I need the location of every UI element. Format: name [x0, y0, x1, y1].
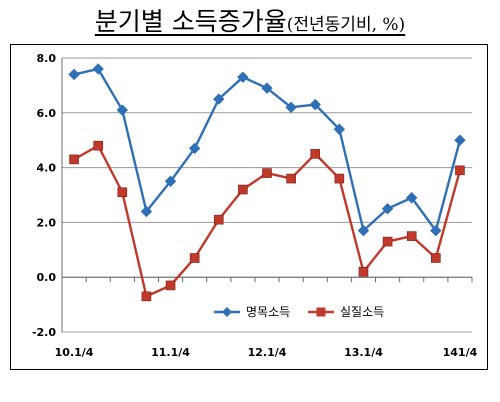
data-point-nominal [68, 68, 80, 81]
data-point-real [455, 165, 465, 176]
data-point-nominal [285, 101, 297, 114]
y-tick-label: 2.0 [37, 216, 57, 229]
chart-title-sub: (전년동기비, %) [286, 15, 406, 35]
data-point-nominal [430, 224, 442, 237]
data-point-real [165, 280, 176, 291]
data-point-real [69, 154, 79, 165]
data-point-nominal [140, 205, 153, 218]
data-point-nominal [333, 123, 346, 135]
data-point-real [286, 173, 296, 184]
y-tick-label: -2.0 [32, 326, 56, 339]
legend-label-1: 명목소득 [246, 305, 290, 319]
x-tick-label: 10.1/4 [55, 346, 94, 359]
y-tick-label: 4.0 [37, 162, 57, 175]
y-tick-label: 6.0 [37, 107, 57, 120]
data-point-nominal [454, 134, 466, 146]
plot-area [62, 58, 472, 332]
data-point-real [406, 231, 417, 241]
data-point-real [310, 149, 321, 159]
data-point-nominal [92, 63, 104, 75]
data-point-real [262, 168, 272, 178]
data-point-real [213, 214, 224, 225]
x-tick-label: 13.1/4 [344, 346, 383, 359]
data-point-nominal [405, 192, 418, 204]
data-point-real [358, 266, 369, 277]
legend-marker-1 [222, 307, 232, 317]
data-point-nominal [357, 224, 370, 237]
chart-frame [10, 44, 488, 370]
legend-marker-2 [316, 307, 326, 317]
chart-title-main: 분기별 소득증가율 [94, 7, 287, 36]
data-point-nominal [116, 104, 129, 116]
data-point-real [238, 184, 248, 195]
data-point-nominal [309, 98, 321, 111]
data-point-real [117, 187, 128, 198]
data-point-real [141, 291, 152, 302]
y-tick-label: 0.0 [37, 271, 57, 284]
data-point-nominal [164, 175, 177, 188]
data-point-nominal [381, 202, 394, 215]
data-point-real [431, 253, 441, 263]
x-tick-label: 12.1/4 [248, 346, 287, 359]
chart-title: 분기별 소득증가율(전년동기비, %) [0, 2, 500, 36]
x-tick-label: 11.1/4 [151, 346, 190, 359]
legend-label-2: 실질소득 [340, 305, 384, 319]
x-tick-label: 141/4 [443, 346, 478, 359]
data-point-real [382, 236, 393, 247]
data-point-real [189, 253, 200, 263]
data-point-nominal [188, 142, 201, 155]
data-point-nominal [261, 82, 273, 94]
data-point-nominal [213, 93, 225, 105]
y-tick-label: 8.0 [37, 52, 57, 65]
data-point-real [93, 140, 103, 151]
data-point-real [334, 173, 345, 184]
data-point-nominal [237, 71, 249, 83]
